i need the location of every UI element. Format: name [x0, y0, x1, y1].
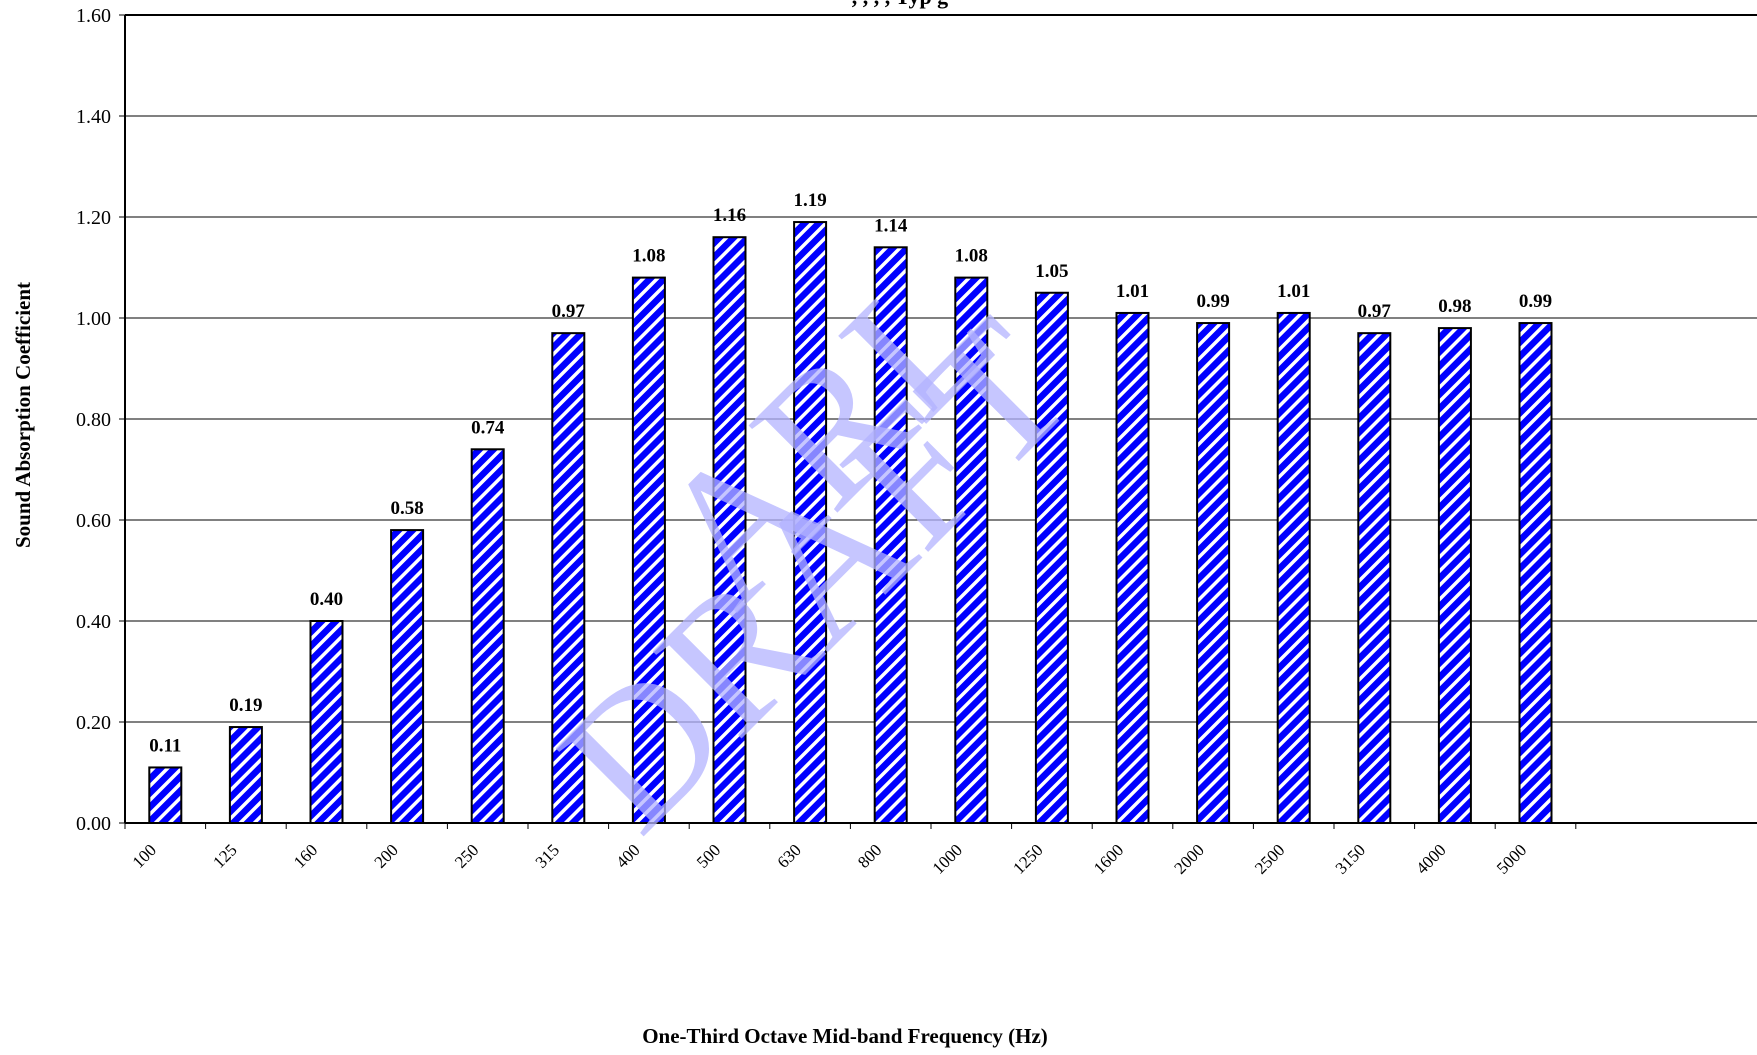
- data-label-125: 0.19: [229, 695, 262, 716]
- bar-125: [228, 726, 263, 824]
- data-label-250: 0.74: [471, 417, 505, 438]
- bar-4000: [1437, 327, 1472, 824]
- x-tick-label-1600: 1600: [1090, 840, 1127, 877]
- y-tick-label-7: 1.40: [76, 106, 111, 128]
- data-label-3150: 0.97: [1358, 301, 1392, 322]
- x-tick-label-315: 315: [532, 840, 563, 871]
- bar-250: [470, 448, 505, 824]
- bar-630: [793, 221, 828, 825]
- data-label-315: 0.97: [552, 301, 586, 322]
- x-tick-labels: 100 125 160 200 250 315 400 500 630 800 1000 1250 16…: [129, 840, 1531, 877]
- x-tick-label-1250: 1250: [1009, 840, 1046, 877]
- y-tick-label-2: 0.40: [76, 611, 111, 633]
- data-label-100: 0.11: [149, 735, 181, 756]
- x-tick-label-800: 800: [854, 840, 885, 871]
- data-label-5000: 0.99: [1519, 291, 1552, 312]
- x-tick-label-2500: 2500: [1251, 840, 1288, 877]
- y-tick-labels: 0.00 0.20 0.40 0.60 0.80 1.00 1.20 1.40 1.60: [76, 5, 111, 835]
- data-label-160: 0.40: [310, 589, 343, 610]
- data-label-200: 0.58: [390, 498, 423, 519]
- data-label-4000: 0.98: [1438, 296, 1471, 317]
- data-label-2000: 0.99: [1196, 291, 1229, 312]
- bar-200: [390, 529, 425, 824]
- y-tick-label-5: 1.00: [76, 308, 111, 330]
- data-label-400: 1.08: [632, 246, 665, 267]
- bar-1000: [954, 276, 989, 825]
- y-tick-label-1: 0.20: [76, 712, 111, 734]
- x-tick-label-3150: 3150: [1332, 840, 1369, 877]
- bar-800: [873, 246, 908, 825]
- bar-2000: [1196, 322, 1231, 824]
- x-tick-label-250: 250: [451, 840, 482, 871]
- y-tick-label-8: 1.60: [76, 5, 111, 27]
- y-axis-title: Sound Absorption Coefficient: [11, 282, 35, 548]
- x-tick-label-500: 500: [693, 840, 724, 871]
- bars: [148, 221, 1553, 825]
- x-tick-label-125: 125: [209, 840, 240, 871]
- x-tick-label-100: 100: [129, 840, 160, 871]
- bar-400: [631, 276, 666, 825]
- data-label-630: 1.19: [793, 190, 826, 211]
- chart-title: , , , , Typ g: [852, 0, 948, 9]
- y-tick-label-4: 0.80: [76, 409, 111, 431]
- y-tick-label-3: 0.60: [76, 510, 111, 532]
- data-label-1000: 1.08: [955, 246, 988, 267]
- axes: [119, 14, 1757, 829]
- data-label-500: 1.16: [713, 205, 746, 226]
- data-label-1600: 1.01: [1116, 281, 1149, 302]
- data-label-2500: 1.01: [1277, 281, 1310, 302]
- x-tick-label-4000: 4000: [1412, 840, 1449, 877]
- x-tick-label-160: 160: [290, 840, 321, 871]
- y-tick-label-0: 0.00: [76, 813, 111, 835]
- bar-5000: [1518, 322, 1553, 824]
- bar-3150: [1357, 332, 1392, 824]
- x-tick-label-630: 630: [773, 840, 804, 871]
- bar-315: [551, 332, 586, 824]
- bar-160: [309, 620, 344, 824]
- bar-2500: [1276, 311, 1311, 824]
- bar-1600: [1115, 311, 1150, 824]
- data-labels: 0.11 0.19 0.40 0.58 0.74 0.97 1.08 1.16 1.19 1.14…: [149, 190, 1552, 756]
- x-tick-label-1000: 1000: [929, 840, 966, 877]
- bar-100: [148, 766, 183, 825]
- bar-500: [712, 236, 747, 824]
- x-tick-label-5000: 5000: [1493, 840, 1530, 877]
- gridlines: [125, 14, 1757, 723]
- x-tick-label-2000: 2000: [1170, 840, 1207, 877]
- data-label-1250: 1.05: [1035, 261, 1068, 282]
- x-tick-label-200: 200: [370, 840, 401, 871]
- x-tick-label-400: 400: [612, 840, 643, 871]
- x-axis-title: One-Third Octave Mid-band Frequency (Hz): [642, 1024, 1048, 1048]
- bar-1250: [1034, 291, 1069, 824]
- data-label-800: 1.14: [874, 215, 908, 236]
- y-tick-label-6: 1.20: [76, 207, 111, 229]
